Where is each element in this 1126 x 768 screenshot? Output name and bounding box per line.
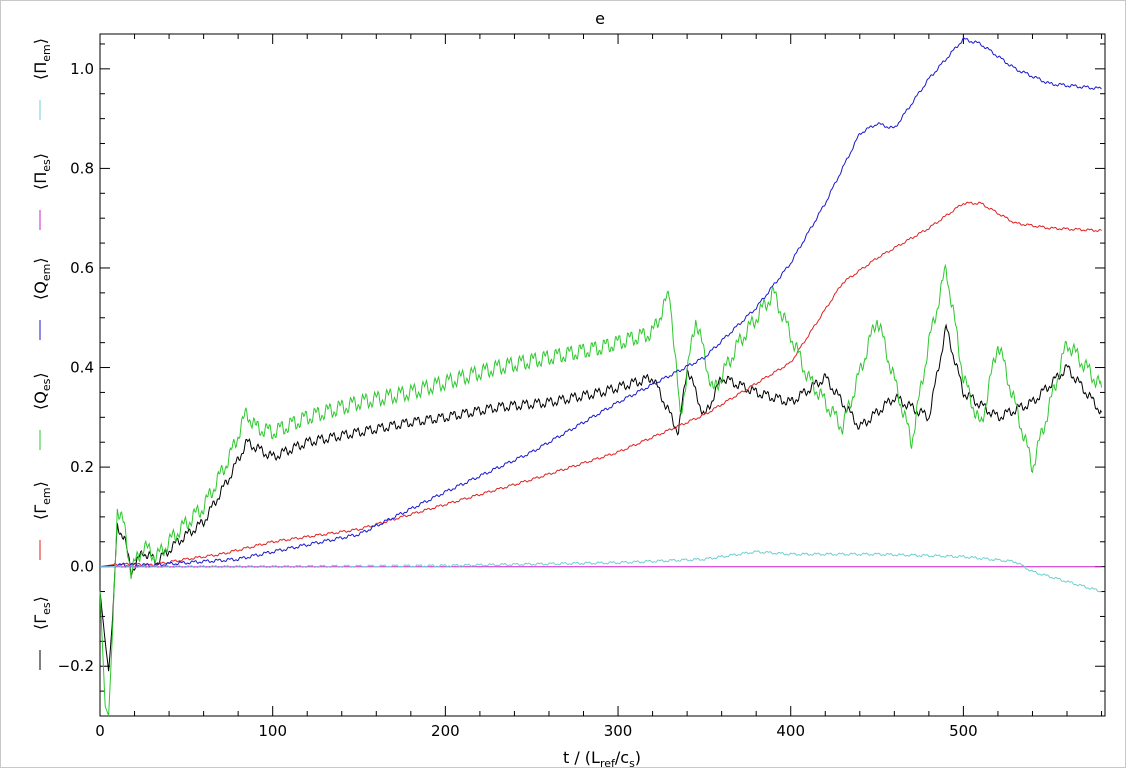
svg-text:⟨Qes⟩: ⟨Qes⟩ <box>31 372 53 410</box>
y-tick-label: 0.0 <box>70 558 94 576</box>
y-tick-label: 0.6 <box>70 259 94 277</box>
y-tick-label: 1.0 <box>70 60 94 78</box>
y-tick-label: 0.4 <box>70 359 94 377</box>
series-lines <box>99 36 1102 717</box>
y-tick-label: −0.2 <box>58 657 94 675</box>
series-line-2 <box>99 263 1102 717</box>
plot-area <box>99 33 1106 717</box>
y-tick-label: 0.2 <box>70 458 94 476</box>
series-line-1 <box>99 201 1102 568</box>
x-tick-label: 300 <box>604 722 633 740</box>
chart-title: e <box>595 9 605 28</box>
x-axis-label: t / (Lref/cs) <box>563 748 641 768</box>
series-line-0 <box>99 323 1102 672</box>
axis-tick-labels: 0 100 200 300 400 500 −0.2 0.0 0.2 0.4 0.6 0.8 1.0 <box>58 60 978 740</box>
y-tick-label: 0.8 <box>70 159 94 177</box>
series-line-3 <box>99 36 1102 568</box>
x-tick-label: 200 <box>431 722 460 740</box>
x-tick-label: 100 <box>258 722 287 740</box>
axis-ticks <box>99 34 1105 717</box>
x-tick-label: 0 <box>95 722 105 740</box>
series-line-5 <box>100 550 1102 593</box>
x-tick-label: 400 <box>776 722 805 740</box>
x-tick-label: 500 <box>949 722 978 740</box>
